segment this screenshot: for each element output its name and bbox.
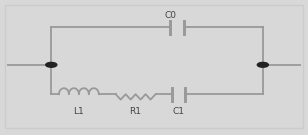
Text: L1: L1 [74,107,84,116]
Text: C1: C1 [172,107,184,116]
Circle shape [257,62,268,67]
Circle shape [46,62,57,67]
Text: R1: R1 [130,107,142,116]
Text: C0: C0 [165,11,177,20]
